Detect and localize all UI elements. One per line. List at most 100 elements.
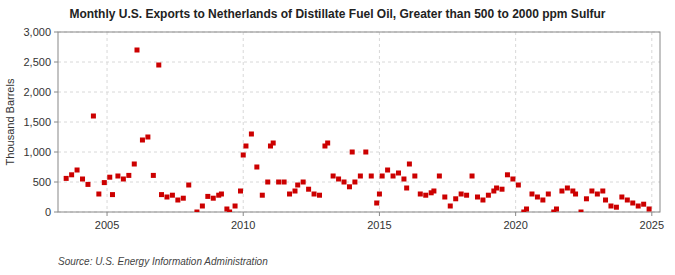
- point: [608, 204, 613, 209]
- point: [636, 204, 641, 209]
- point: [407, 162, 412, 167]
- point: [205, 194, 210, 199]
- point: [546, 192, 551, 197]
- point: [459, 192, 464, 197]
- x-tick: [243, 212, 244, 216]
- y-tick: [54, 32, 58, 33]
- point: [442, 195, 447, 200]
- point: [595, 192, 600, 197]
- point: [480, 198, 485, 203]
- point: [448, 204, 453, 209]
- point: [75, 168, 80, 173]
- point: [630, 201, 635, 206]
- y-tick-label: 0: [45, 206, 51, 218]
- point: [211, 196, 216, 201]
- point: [464, 193, 469, 198]
- point: [140, 138, 145, 143]
- x-tick-label: 2020: [503, 219, 527, 231]
- point: [91, 114, 96, 119]
- point: [573, 192, 578, 197]
- point: [249, 132, 254, 137]
- point: [380, 174, 385, 179]
- grid: [58, 32, 660, 212]
- point: [377, 192, 382, 197]
- point: [529, 192, 534, 197]
- point: [363, 150, 368, 155]
- point: [584, 196, 589, 201]
- point: [401, 177, 406, 182]
- x-grid-line: [243, 32, 244, 212]
- point: [505, 172, 510, 177]
- point: [306, 187, 311, 192]
- y-grid-line: [58, 182, 660, 183]
- x-tick-label: 2010: [231, 219, 255, 231]
- plot-frame: [58, 32, 660, 212]
- point: [260, 193, 265, 198]
- point: [404, 186, 409, 191]
- point: [219, 192, 224, 197]
- point: [437, 174, 442, 179]
- y-tick: [54, 92, 58, 93]
- point: [614, 205, 619, 210]
- point: [110, 192, 115, 197]
- point: [233, 204, 238, 209]
- point: [579, 210, 584, 213]
- point: [164, 195, 169, 200]
- title: Monthly U.S. Exports to Netherlands of D…: [69, 7, 605, 21]
- x-tick-label: 2015: [367, 219, 391, 231]
- point: [470, 174, 475, 179]
- point: [276, 180, 281, 185]
- point: [80, 177, 85, 182]
- y-tick: [54, 182, 58, 183]
- y-tick-label: 1,500: [23, 116, 51, 128]
- y-grid-line: [58, 92, 660, 93]
- point: [151, 173, 156, 178]
- point: [524, 207, 529, 212]
- point: [194, 210, 199, 213]
- point: [238, 189, 243, 194]
- x-tick: [651, 212, 652, 216]
- y-axis-label: Thousand Barrels: [4, 78, 16, 165]
- point: [121, 177, 126, 182]
- point: [282, 180, 287, 185]
- y-grid-line: [58, 62, 660, 63]
- point: [423, 193, 428, 198]
- point: [453, 196, 458, 201]
- point: [254, 165, 259, 170]
- point: [200, 204, 205, 209]
- point: [391, 174, 396, 179]
- point: [186, 183, 191, 188]
- point: [418, 192, 423, 197]
- y-tick: [54, 62, 58, 63]
- point: [265, 180, 270, 185]
- point: [535, 195, 540, 200]
- point: [126, 173, 131, 178]
- point: [102, 180, 107, 185]
- y-tick-label: 2,500: [23, 56, 51, 68]
- point: [641, 202, 646, 207]
- point: [350, 150, 355, 155]
- x-grid-line: [379, 32, 380, 212]
- y-tick: [54, 212, 58, 213]
- point: [331, 174, 336, 179]
- point: [369, 174, 374, 179]
- point: [516, 183, 521, 188]
- point: [241, 153, 246, 158]
- y-tick-label: 1,000: [23, 146, 51, 158]
- point: [647, 207, 652, 212]
- point: [69, 172, 74, 177]
- point: [589, 189, 594, 194]
- point: [358, 174, 363, 179]
- point: [64, 176, 69, 181]
- point: [85, 182, 90, 187]
- point: [603, 198, 608, 203]
- point: [292, 189, 297, 194]
- source: Source: U.S. Energy Information Administ…: [58, 256, 268, 267]
- point: [301, 180, 306, 185]
- point: [287, 192, 292, 197]
- point: [159, 192, 164, 197]
- point: [412, 174, 417, 179]
- x-tick-label: 2005: [95, 219, 119, 231]
- x-tick-label: 2025: [640, 219, 664, 231]
- y-tick: [54, 122, 58, 123]
